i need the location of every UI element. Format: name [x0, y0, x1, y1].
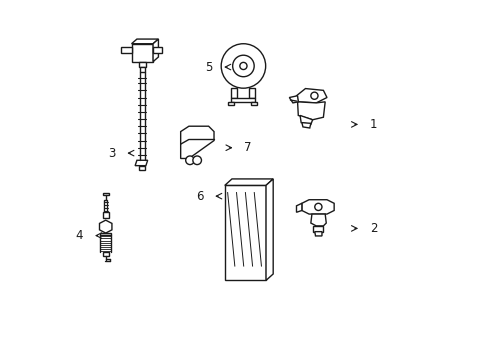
Polygon shape [139, 62, 145, 67]
Polygon shape [313, 226, 323, 231]
Polygon shape [121, 47, 131, 53]
Polygon shape [139, 166, 144, 170]
Polygon shape [289, 96, 298, 103]
Text: 1: 1 [369, 118, 377, 131]
Polygon shape [131, 39, 158, 44]
Polygon shape [131, 44, 153, 62]
Polygon shape [153, 47, 162, 53]
Circle shape [314, 203, 321, 211]
Polygon shape [248, 88, 254, 98]
Polygon shape [224, 185, 265, 280]
Polygon shape [250, 102, 257, 105]
Polygon shape [265, 179, 273, 280]
Polygon shape [300, 116, 312, 125]
Polygon shape [230, 88, 236, 98]
Text: 5: 5 [204, 60, 212, 73]
Polygon shape [104, 201, 107, 212]
Circle shape [310, 92, 317, 99]
Polygon shape [102, 193, 108, 195]
Polygon shape [230, 98, 254, 102]
Polygon shape [100, 233, 111, 235]
Polygon shape [224, 179, 273, 185]
Polygon shape [301, 123, 310, 128]
Polygon shape [180, 126, 214, 158]
Circle shape [192, 156, 201, 165]
Polygon shape [135, 160, 147, 166]
Polygon shape [296, 89, 326, 103]
Polygon shape [228, 102, 234, 105]
Text: 6: 6 [196, 190, 203, 203]
Polygon shape [102, 212, 108, 218]
Circle shape [239, 62, 246, 69]
Polygon shape [153, 39, 158, 62]
Polygon shape [310, 214, 325, 226]
Polygon shape [102, 252, 108, 256]
Text: 7: 7 [244, 141, 251, 154]
Circle shape [232, 55, 254, 77]
Text: 2: 2 [369, 222, 377, 235]
Polygon shape [99, 220, 112, 233]
Polygon shape [297, 102, 325, 120]
Polygon shape [301, 200, 333, 214]
Circle shape [221, 44, 265, 88]
Polygon shape [296, 203, 301, 212]
Text: 3: 3 [108, 147, 115, 159]
Polygon shape [314, 231, 321, 236]
Polygon shape [140, 67, 144, 72]
Text: 4: 4 [75, 229, 82, 242]
Circle shape [185, 156, 194, 165]
